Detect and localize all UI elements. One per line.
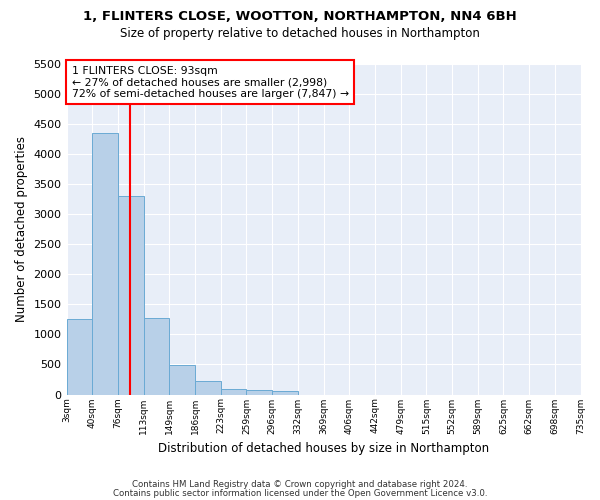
Bar: [92, 133, 118, 394]
Text: Contains public sector information licensed under the Open Government Licence v3: Contains public sector information licen…: [113, 489, 487, 498]
Y-axis label: Number of detached properties: Number of detached properties: [15, 136, 28, 322]
Text: Contains HM Land Registry data © Crown copyright and database right 2024.: Contains HM Land Registry data © Crown c…: [132, 480, 468, 489]
Bar: [143, 318, 169, 394]
Bar: [67, 320, 92, 394]
Bar: [221, 389, 247, 394]
Text: Size of property relative to detached houses in Northampton: Size of property relative to detached ho…: [120, 28, 480, 40]
Bar: [118, 196, 143, 394]
Bar: [272, 391, 298, 394]
Text: 1 FLINTERS CLOSE: 93sqm
← 27% of detached houses are smaller (2,998)
72% of semi: 1 FLINTERS CLOSE: 93sqm ← 27% of detache…: [71, 66, 349, 99]
Bar: [195, 382, 221, 394]
X-axis label: Distribution of detached houses by size in Northampton: Distribution of detached houses by size …: [158, 442, 489, 455]
Bar: [169, 365, 195, 394]
Bar: [247, 390, 272, 394]
Text: 1, FLINTERS CLOSE, WOOTTON, NORTHAMPTON, NN4 6BH: 1, FLINTERS CLOSE, WOOTTON, NORTHAMPTON,…: [83, 10, 517, 23]
